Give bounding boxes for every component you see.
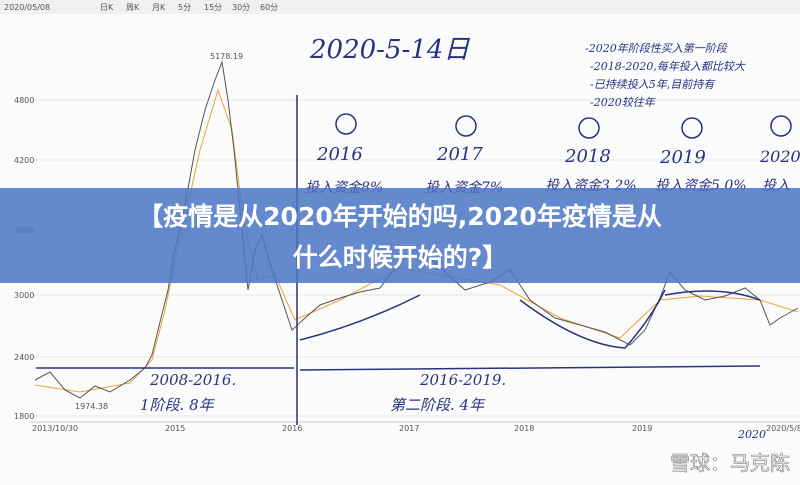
banner-title: 什么时候开始的?】 (293, 243, 508, 272)
year: 2017 (436, 144, 483, 165)
handwriting (36, 95, 792, 425)
year: 2020 (759, 147, 800, 166)
date-note: 2020-5-14日 (309, 35, 470, 65)
arrow (299, 365, 761, 371)
x-label: 2017 (399, 424, 419, 433)
year: 2019 (659, 147, 706, 168)
year: 2016 (316, 144, 363, 165)
tab[interactable]: 日K (100, 3, 114, 12)
tab[interactable]: 30分 (232, 3, 250, 12)
tab[interactable]: 月K (152, 3, 166, 12)
tab[interactable]: 60分 (260, 3, 278, 12)
banner-title: 【疫情是从2020年开始的吗,2020年疫情是从 (138, 202, 662, 231)
side-note: -已持续投入5年,目前持有 (590, 78, 716, 91)
high-label: 5178.19 (210, 52, 243, 61)
y-label: 4800 (14, 96, 34, 105)
tab[interactable]: 周K (126, 3, 140, 12)
side-note: -2018-2020,每年投入都比较大 (590, 60, 746, 73)
circle (770, 115, 792, 137)
x-label: 2019 (632, 424, 652, 433)
low-label: 1974.38 (75, 402, 108, 411)
year: 2018 (564, 146, 611, 167)
x-label: 2016 (282, 424, 302, 433)
tab[interactable]: 5分 (178, 3, 191, 12)
y-label: 3000 (14, 291, 34, 300)
y-label: 1800 (14, 412, 34, 421)
side-note: -2020较往年 (590, 96, 656, 109)
phase-note: 第二阶段. 4年 (390, 396, 486, 414)
toolbar (0, 0, 800, 14)
phase-years: 2016-2019. (419, 371, 506, 389)
circle (681, 117, 703, 139)
curve (299, 294, 421, 341)
price-line (34, 60, 799, 399)
x-label: 2015 (165, 424, 185, 433)
x-label: 2018 (514, 424, 534, 433)
y-label: 4200 (14, 156, 34, 165)
side-note: -2020年阶段性买入第一阶段 (585, 42, 728, 55)
circle (578, 117, 600, 139)
x-axis: 2013/10/30 2015 2016 2017 2018 2019 2020… (30, 421, 800, 433)
phase-note: 1阶段. 8年 (140, 396, 216, 414)
y-label: 2400 (14, 353, 34, 362)
toolbar-tabs: 日K 周K 月K 5分 15分 30分 60分 (100, 3, 278, 12)
curve (519, 289, 666, 349)
grid (30, 99, 800, 417)
banner (0, 188, 800, 283)
curve (664, 290, 761, 301)
watermark: 雪球：马克陈 (670, 451, 790, 475)
phase-years: 2008-2016. (149, 371, 236, 389)
x-label: 2020/5/8 (766, 424, 800, 433)
toolbar-date: 2020/05/08 (4, 3, 50, 12)
tab[interactable]: 15分 (204, 3, 222, 12)
year-note: 2020 (737, 428, 766, 441)
circle (335, 113, 357, 135)
x-label: 2013/10/30 (32, 424, 78, 433)
circle (455, 115, 477, 137)
